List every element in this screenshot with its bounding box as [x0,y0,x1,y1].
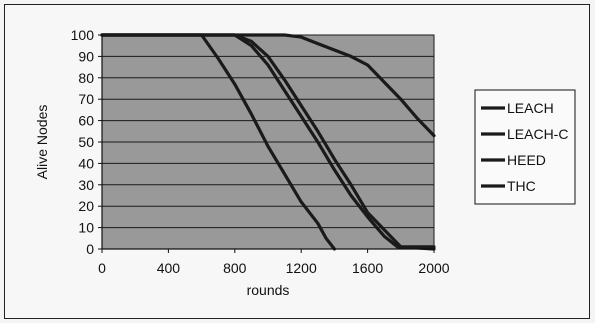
y-tick-label-0: 0 [86,241,94,257]
y-tick-label-60: 60 [78,113,94,129]
x-tick-label-0: 0 [98,260,106,276]
y-tick-label-70: 70 [78,91,94,107]
y-tick-label-30: 30 [78,177,94,193]
x-tick-labels: 0 400 800 1200 1600 2000 [98,260,450,276]
y-tick-label-10: 10 [78,220,94,236]
series-layer [100,33,436,251]
chart-frame: 0 10 20 30 40 50 60 70 80 90 100 0 400 800 1200 1600 20… [4,4,590,319]
y-tick-label-90: 90 [78,48,94,64]
series-line-leach [100,33,336,251]
series-line-heed [100,33,436,249]
legend-label-heed: HEED [507,152,546,168]
y-tick-label-50: 50 [78,134,94,150]
y-tick-label-80: 80 [78,70,94,86]
legend-label-leach: LEACH [507,100,554,116]
axis-layer [98,34,435,253]
y-axis-title: Alive Nodes [34,105,50,180]
y-tick-label-100: 100 [71,27,95,43]
x-tick-label-1600: 1600 [352,260,383,276]
series-line-leach-c [100,33,436,251]
series-line-thc [100,33,436,138]
legend-label-leach-c: LEACH-C [507,126,568,142]
x-tick-label-400: 400 [157,260,181,276]
legend-label-thc: THC [507,178,536,194]
x-tick-label-1200: 1200 [286,260,317,276]
x-tick-label-800: 800 [223,260,247,276]
x-axis-title: rounds [247,282,290,298]
line-chart: 0 10 20 30 40 50 60 70 80 90 100 0 400 800 1200 1600 20… [34,27,576,298]
y-tick-label-20: 20 [78,198,94,214]
legend: LEACH LEACH-C HEED THC [474,89,576,205]
y-tick-labels: 0 10 20 30 40 50 60 70 80 90 100 [71,27,95,257]
legend-items: LEACH LEACH-C HEED THC [481,100,568,194]
y-tick-label-40: 40 [78,155,94,171]
x-tick-label-2000: 2000 [418,260,449,276]
